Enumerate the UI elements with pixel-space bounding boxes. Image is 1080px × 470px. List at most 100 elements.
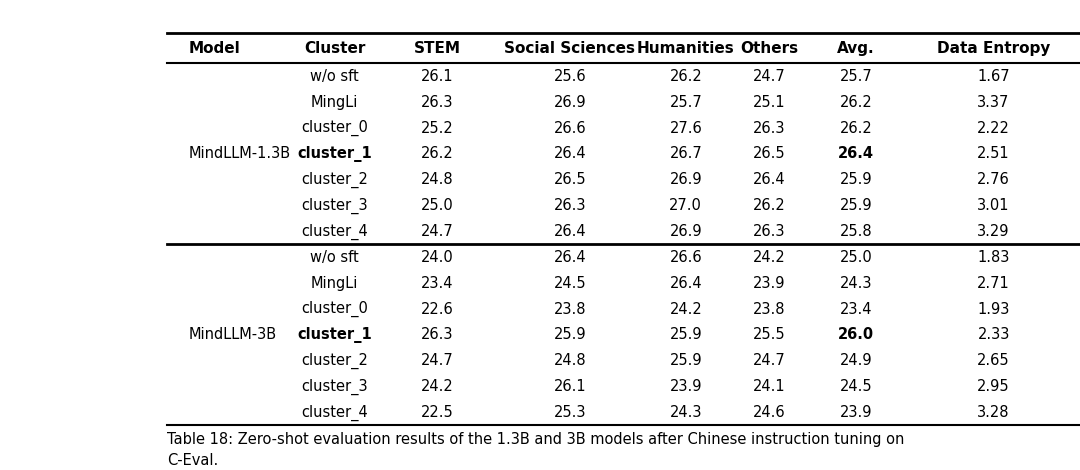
Text: 26.2: 26.2 [670, 69, 702, 84]
Text: cluster_4: cluster_4 [301, 404, 368, 421]
Text: 2.76: 2.76 [977, 172, 1010, 187]
Text: 24.6: 24.6 [753, 405, 786, 420]
Text: 26.7: 26.7 [670, 147, 702, 161]
Text: 25.3: 25.3 [553, 405, 586, 420]
Text: 23.9: 23.9 [839, 405, 873, 420]
Text: 2.22: 2.22 [977, 121, 1010, 135]
Text: Data Entropy: Data Entropy [937, 41, 1050, 55]
Text: 26.4: 26.4 [553, 224, 586, 239]
Text: Table 18: Zero-shot evaluation results of the 1.3B and 3B models after Chinese i: Table 18: Zero-shot evaluation results o… [167, 432, 905, 469]
Text: MingLi: MingLi [311, 95, 359, 110]
Text: cluster_1: cluster_1 [297, 327, 373, 343]
Text: cluster_1: cluster_1 [297, 146, 373, 162]
Text: 26.3: 26.3 [753, 121, 786, 135]
Text: 1.93: 1.93 [977, 302, 1010, 316]
Text: 3.01: 3.01 [977, 198, 1010, 213]
Text: 2.51: 2.51 [977, 147, 1010, 161]
Text: Others: Others [741, 41, 798, 55]
Text: 26.3: 26.3 [421, 328, 454, 342]
Text: 23.9: 23.9 [753, 276, 786, 290]
Text: 24.8: 24.8 [553, 353, 586, 368]
Text: 24.2: 24.2 [753, 250, 786, 265]
Text: 26.0: 26.0 [838, 328, 874, 342]
Text: 24.2: 24.2 [421, 379, 454, 394]
Text: 26.2: 26.2 [839, 95, 873, 110]
Text: 2.33: 2.33 [977, 328, 1010, 342]
Text: 23.9: 23.9 [670, 379, 702, 394]
Text: MindLLM-1.3B: MindLLM-1.3B [189, 147, 292, 161]
Text: 3.28: 3.28 [977, 405, 1010, 420]
Text: 25.1: 25.1 [753, 95, 786, 110]
Text: cluster_3: cluster_3 [301, 378, 368, 395]
Text: 26.4: 26.4 [838, 147, 874, 161]
Text: cluster_2: cluster_2 [301, 172, 368, 188]
Text: 23.8: 23.8 [753, 302, 786, 316]
Text: 25.5: 25.5 [753, 328, 786, 342]
Text: Avg.: Avg. [837, 41, 875, 55]
Text: 24.5: 24.5 [553, 276, 586, 290]
Text: cluster_4: cluster_4 [301, 223, 368, 240]
Text: 25.9: 25.9 [670, 353, 702, 368]
Text: 27.6: 27.6 [670, 121, 702, 135]
Text: cluster_3: cluster_3 [301, 197, 368, 214]
Text: 26.6: 26.6 [670, 250, 702, 265]
Text: 24.8: 24.8 [421, 172, 454, 187]
Text: MindLLM-3B: MindLLM-3B [189, 328, 278, 342]
Text: 26.2: 26.2 [753, 198, 786, 213]
Text: 25.9: 25.9 [839, 172, 873, 187]
Text: 25.6: 25.6 [553, 69, 586, 84]
Text: 26.1: 26.1 [553, 379, 586, 394]
Text: MingLi: MingLi [311, 276, 359, 290]
Text: 26.5: 26.5 [553, 172, 586, 187]
Text: 24.5: 24.5 [839, 379, 873, 394]
Text: 24.3: 24.3 [670, 405, 702, 420]
Text: 23.4: 23.4 [421, 276, 454, 290]
Text: 3.29: 3.29 [977, 224, 1010, 239]
Text: 22.5: 22.5 [421, 405, 454, 420]
Text: 26.9: 26.9 [670, 224, 702, 239]
Text: 26.3: 26.3 [553, 198, 586, 213]
Text: 26.9: 26.9 [670, 172, 702, 187]
Text: 25.8: 25.8 [839, 224, 873, 239]
Text: 26.2: 26.2 [421, 147, 454, 161]
Text: 26.4: 26.4 [553, 147, 586, 161]
Text: cluster_0: cluster_0 [301, 301, 368, 317]
Text: 26.9: 26.9 [553, 95, 586, 110]
Text: 26.5: 26.5 [753, 147, 786, 161]
Text: 24.7: 24.7 [753, 69, 786, 84]
Text: 24.3: 24.3 [839, 276, 873, 290]
Text: Model: Model [189, 41, 241, 55]
Text: 1.67: 1.67 [977, 69, 1010, 84]
Text: 27.0: 27.0 [670, 198, 702, 213]
Text: STEM: STEM [414, 41, 461, 55]
Text: 25.2: 25.2 [421, 121, 454, 135]
Text: 24.0: 24.0 [421, 250, 454, 265]
Text: w/o sft: w/o sft [310, 250, 360, 265]
Text: 25.9: 25.9 [670, 328, 702, 342]
Text: w/o sft: w/o sft [310, 69, 360, 84]
Text: 23.8: 23.8 [553, 302, 586, 316]
Text: 24.1: 24.1 [753, 379, 786, 394]
Text: 26.3: 26.3 [753, 224, 786, 239]
Text: cluster_0: cluster_0 [301, 120, 368, 136]
Text: 24.7: 24.7 [421, 353, 454, 368]
Text: 26.2: 26.2 [839, 121, 873, 135]
Text: 26.4: 26.4 [670, 276, 702, 290]
Text: 2.71: 2.71 [977, 276, 1010, 290]
Text: 23.4: 23.4 [839, 302, 873, 316]
Text: 2.65: 2.65 [977, 353, 1010, 368]
Text: 24.9: 24.9 [839, 353, 873, 368]
Text: 25.7: 25.7 [839, 69, 873, 84]
Text: 26.1: 26.1 [421, 69, 454, 84]
Text: 24.7: 24.7 [753, 353, 786, 368]
Text: 24.7: 24.7 [421, 224, 454, 239]
Text: 25.0: 25.0 [839, 250, 873, 265]
Text: Humanities: Humanities [637, 41, 734, 55]
Text: 25.7: 25.7 [670, 95, 702, 110]
Text: 26.3: 26.3 [421, 95, 454, 110]
Text: Social Sciences: Social Sciences [504, 41, 635, 55]
Text: 22.6: 22.6 [421, 302, 454, 316]
Text: 3.37: 3.37 [977, 95, 1010, 110]
Text: 2.95: 2.95 [977, 379, 1010, 394]
Text: cluster_2: cluster_2 [301, 352, 368, 369]
